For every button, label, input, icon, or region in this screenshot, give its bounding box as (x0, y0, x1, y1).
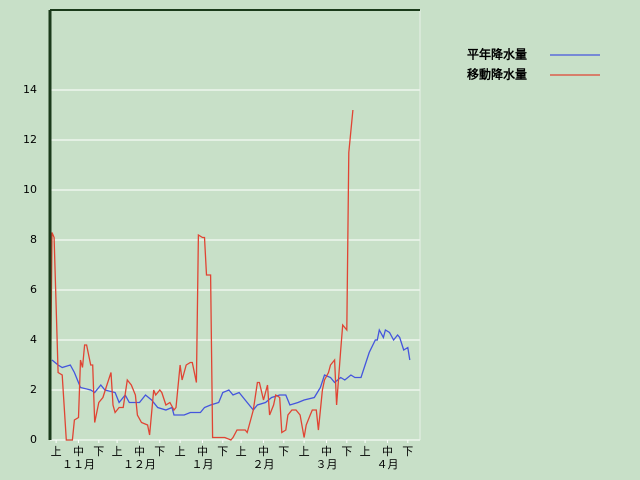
x-tick-label: 上 (360, 445, 371, 458)
y-tick-label: 8 (30, 233, 37, 246)
x-tick-label: 上 (175, 445, 186, 458)
y-tick-label: 2 (30, 383, 37, 396)
x-tick-label: 中 (197, 445, 208, 458)
x-tick-label: 下 (278, 445, 289, 458)
legend-label: 平年降水量 (467, 47, 527, 62)
x-tick-label: 下 (93, 445, 104, 458)
x-tick-label: 中 (73, 445, 84, 458)
series-line (49, 109, 354, 441)
y-tick-label: 12 (23, 133, 37, 146)
x-tick-label: 下 (402, 445, 413, 458)
month-label: １２月 (123, 458, 156, 471)
x-tick-label: 上 (112, 445, 123, 458)
x-tick-label: 下 (154, 445, 165, 458)
y-tick-label: 6 (30, 283, 37, 296)
legend-label: 移動降水量 (467, 67, 527, 82)
month-label: １１月 (62, 458, 95, 471)
month-label: ４月 (376, 458, 398, 471)
x-tick-label: 中 (134, 445, 145, 458)
x-tick-label: 上 (299, 445, 310, 458)
y-tick-label: 4 (30, 333, 37, 346)
x-tick-label: 上 (51, 445, 62, 458)
x-tick-label: 中 (321, 445, 332, 458)
x-tick-label: 下 (341, 445, 352, 458)
x-tick-label: 上 (236, 445, 247, 458)
x-tick-label: 中 (258, 445, 269, 458)
y-tick-label: 10 (23, 183, 37, 196)
month-label: ３月 (315, 458, 337, 471)
y-tick-label: 14 (23, 83, 37, 96)
x-tick-label: 中 (382, 445, 393, 458)
y-tick-label: 0 (30, 433, 37, 446)
month-label: １月 (191, 458, 213, 471)
month-label: ２月 (252, 458, 274, 471)
x-tick-label: 下 (217, 445, 228, 458)
